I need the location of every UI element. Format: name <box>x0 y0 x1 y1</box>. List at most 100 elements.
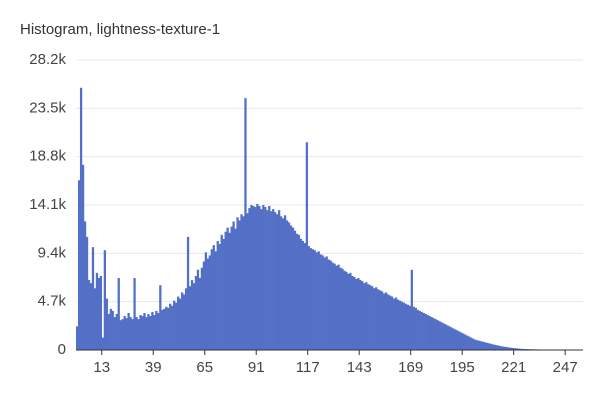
bar <box>254 207 257 350</box>
y-tick-label: 28.2k <box>29 51 66 68</box>
bar <box>103 250 107 350</box>
bar <box>337 264 340 350</box>
bar <box>420 311 423 350</box>
bar <box>517 348 520 350</box>
bar <box>489 343 493 350</box>
bar <box>311 249 314 350</box>
x-tick-label: 91 <box>248 359 265 376</box>
x-tick-label: 169 <box>398 359 423 376</box>
bar <box>402 302 406 350</box>
bar <box>406 304 410 350</box>
bar <box>414 307 417 350</box>
bar <box>177 296 180 350</box>
bar <box>210 249 213 350</box>
bar <box>375 287 378 350</box>
bar <box>317 251 320 350</box>
bar <box>260 209 263 350</box>
bar <box>335 265 338 350</box>
bar <box>430 317 433 350</box>
bar <box>454 329 457 350</box>
bar <box>279 216 283 350</box>
bar <box>218 244 221 350</box>
bar <box>487 343 491 350</box>
bar <box>214 251 217 350</box>
bar <box>127 312 130 350</box>
y-tick-label: 0 <box>58 341 66 358</box>
bar <box>145 317 148 350</box>
bar <box>483 342 487 350</box>
bar <box>305 142 309 350</box>
bar <box>333 263 336 350</box>
bar <box>412 306 415 350</box>
bar <box>97 278 101 350</box>
bar <box>349 272 352 350</box>
bar <box>513 348 516 350</box>
bar <box>230 226 233 350</box>
bar <box>464 334 467 350</box>
bar <box>208 255 211 350</box>
bar <box>111 310 114 350</box>
bar <box>256 203 259 350</box>
bar <box>278 210 281 350</box>
bar <box>321 255 324 350</box>
y-tick-label: 9.4k <box>38 244 67 261</box>
bar <box>91 247 95 350</box>
bar <box>182 294 186 350</box>
bar <box>313 250 316 350</box>
bar <box>95 272 99 350</box>
bar <box>105 298 108 350</box>
bar <box>109 308 112 350</box>
bar <box>436 320 439 350</box>
bar <box>351 275 354 350</box>
bar <box>125 318 128 350</box>
bar <box>394 297 398 350</box>
bar <box>238 220 241 350</box>
bar <box>159 285 162 350</box>
bar <box>165 306 168 350</box>
bar <box>206 258 209 350</box>
bar <box>173 300 176 350</box>
bar <box>281 218 285 350</box>
bar <box>240 214 243 350</box>
bar <box>355 279 358 350</box>
bar <box>244 98 247 350</box>
bar <box>272 209 275 350</box>
bar <box>388 295 392 350</box>
bar <box>283 215 287 350</box>
bar <box>248 208 251 350</box>
bar <box>186 236 190 350</box>
bar <box>369 285 372 350</box>
bar <box>291 227 295 350</box>
bar <box>301 240 305 350</box>
bar <box>371 286 374 350</box>
bar <box>384 292 388 350</box>
bar <box>123 316 126 350</box>
bar <box>380 291 384 350</box>
bar <box>339 267 342 350</box>
bar <box>329 260 332 350</box>
bar <box>422 312 425 350</box>
x-tick-label: 13 <box>93 359 110 376</box>
bar <box>410 269 413 350</box>
bar <box>143 312 146 350</box>
x-tick-label: 195 <box>450 359 475 376</box>
bar <box>323 257 326 350</box>
bar <box>129 317 132 350</box>
bar <box>270 211 273 350</box>
bar <box>153 315 156 350</box>
bar <box>460 332 463 350</box>
bar <box>404 303 408 350</box>
bar <box>287 222 291 350</box>
bar <box>228 232 231 350</box>
bar <box>307 246 310 350</box>
bar <box>79 87 83 350</box>
bar <box>175 302 178 350</box>
bar <box>117 278 120 350</box>
y-tick-label: 18.8k <box>29 148 66 165</box>
bar <box>408 305 411 350</box>
bar <box>264 207 267 350</box>
x-tick-label: 39 <box>145 359 162 376</box>
bar <box>357 278 360 350</box>
bar <box>141 316 144 350</box>
